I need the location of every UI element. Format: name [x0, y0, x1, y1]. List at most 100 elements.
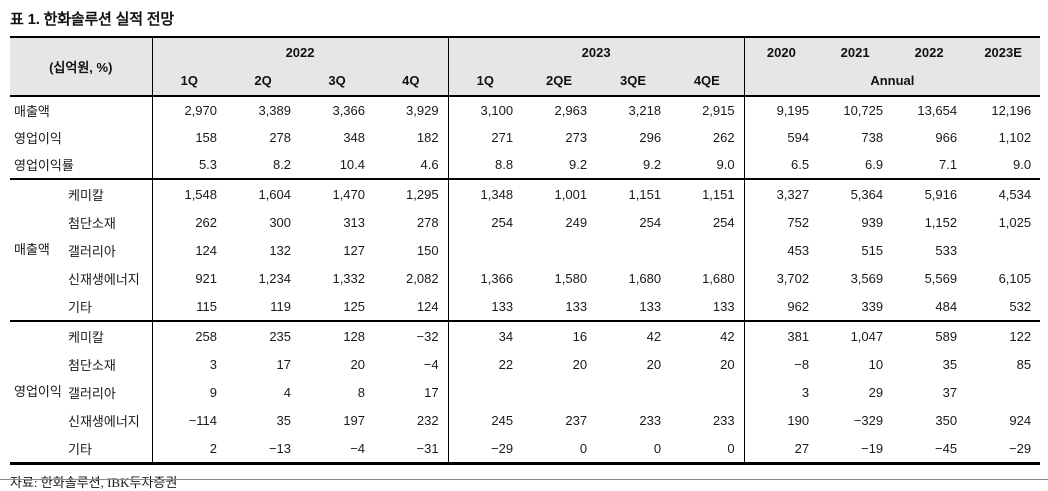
value-cell: 3,218	[628, 103, 662, 118]
value-cell: 8.2	[272, 157, 292, 172]
value-cell: 124	[151, 236, 227, 264]
quarter-header: 3Q	[300, 66, 375, 96]
value-cell: 3	[743, 378, 819, 406]
value-cell	[447, 378, 523, 406]
value-cell: −29	[447, 434, 523, 464]
value-cell: 42	[646, 328, 662, 344]
value-cell: 6.9	[865, 157, 884, 172]
value-cell: 271	[447, 124, 523, 151]
value-cell: 1,152	[924, 214, 958, 230]
segment-group-label: 영업이익	[14, 384, 62, 400]
annual-year-2022: 2022	[892, 37, 967, 66]
value-cell: 190	[743, 406, 819, 434]
table-row: 매출액 2,970 3,389 3,366 3,929 3,100 2,963 …	[10, 96, 1040, 124]
value-cell: 17	[424, 384, 439, 400]
value-cell: 1,001	[554, 186, 588, 202]
value-cell: 10.4	[339, 157, 366, 172]
value-cell: −8	[743, 350, 819, 378]
quarter-header: 4QE	[670, 66, 745, 96]
value-cell: 132	[269, 242, 292, 258]
value-cell: 939	[861, 214, 884, 230]
value-cell: 2	[151, 434, 227, 464]
value-cell	[596, 236, 670, 264]
value-cell: −329	[853, 412, 884, 428]
value-cell: 1,604	[258, 186, 292, 202]
value-cell: 1,332	[332, 270, 366, 286]
value-cell: 119	[270, 298, 292, 314]
value-cell: 158	[151, 124, 227, 151]
value-cell: 924	[1009, 412, 1032, 428]
value-cell: 262	[712, 130, 735, 145]
table-header: (십억원, %) 2022 2023 2020 2021 2022 2023E …	[10, 37, 1041, 96]
annual-year-2020: 2020	[743, 37, 819, 66]
table-row: 갤러리아 124 132 127 150 453 515 533	[10, 236, 1040, 264]
earnings-table: (십억원, %) 2022 2023 2020 2021 2022 2023E …	[10, 36, 1041, 465]
segment-row-label: 갤러리아	[68, 243, 116, 259]
quarter-header: 3QE	[596, 66, 671, 96]
value-cell: 2,915	[702, 103, 735, 118]
year-group-2023: 2023	[447, 37, 745, 66]
value-cell: 4.6	[420, 157, 439, 172]
table-row: 기타 2 −13 −4 −31 −29 0 0 0 27 −19 −45 −29	[10, 434, 1040, 464]
year-header-row: (십억원, %) 2022 2023 2020 2021 2022 2023E	[10, 37, 1041, 96]
value-cell: 127	[343, 242, 366, 258]
value-cell: 594	[743, 124, 819, 151]
value-cell: 0	[653, 440, 662, 456]
value-cell: 9,195	[743, 96, 819, 124]
value-cell: 197	[343, 412, 366, 428]
value-cell: 278	[416, 214, 439, 230]
value-cell: 232	[416, 412, 439, 428]
value-cell	[522, 378, 596, 406]
value-cell: 350	[935, 412, 958, 428]
value-cell: 5,916	[924, 186, 958, 202]
value-cell: 13,654	[917, 103, 958, 118]
value-cell: 9.0	[716, 157, 735, 172]
value-cell: 1,580	[554, 270, 588, 286]
value-cell: 3	[151, 350, 227, 378]
value-cell: 133	[447, 292, 523, 321]
value-cell: 6.5	[743, 151, 819, 179]
year-group-2022: 2022	[151, 37, 449, 66]
value-cell: 29	[868, 384, 884, 400]
table-row: 매출액 케미칼 1,548 1,604 1,470 1,295 1,348 1,…	[10, 179, 1040, 257]
value-cell: 27	[743, 434, 819, 464]
value-cell: 1,151	[702, 186, 735, 202]
value-cell: 1,366	[447, 264, 523, 292]
value-cell: 133	[565, 298, 588, 314]
value-cell: 35	[942, 356, 958, 372]
segment-row-label: 첨단소재	[68, 357, 116, 373]
segment-row-label: 기타	[68, 441, 92, 457]
value-cell: 738	[861, 130, 884, 145]
value-cell: −114	[151, 406, 227, 434]
value-cell: 3,702	[743, 264, 819, 292]
row-label: 영업이익률	[14, 158, 74, 173]
bottom-divider	[0, 479, 1048, 480]
value-cell: 133	[712, 298, 735, 314]
quarter-header: 2QE	[522, 66, 597, 96]
value-cell: 1,151	[628, 186, 662, 202]
summary-block: 매출액 2,970 3,389 3,366 3,929 3,100 2,963 …	[10, 96, 1040, 179]
value-cell: 278	[269, 130, 292, 145]
value-cell	[522, 236, 596, 264]
value-cell	[596, 378, 670, 406]
value-cell	[966, 378, 1040, 406]
value-cell: 233	[639, 412, 662, 428]
value-cell: 0	[579, 440, 588, 456]
value-cell: 12,196	[991, 103, 1032, 118]
quarter-header: 2Q	[226, 66, 301, 96]
value-cell: 9.2	[642, 157, 662, 172]
value-cell: 589	[935, 328, 958, 344]
value-cell: 5,364	[850, 186, 884, 202]
value-cell: −32	[416, 328, 439, 344]
value-cell: 5,569	[924, 270, 958, 286]
value-cell: 8	[357, 384, 366, 400]
annual-label: Annual	[743, 66, 1041, 96]
value-cell: 262	[151, 208, 227, 236]
value-cell: 233	[712, 412, 735, 428]
value-cell: 1,047	[850, 328, 884, 344]
value-cell: 0	[727, 440, 735, 456]
value-cell: 1,102	[998, 130, 1032, 145]
value-cell: 16	[572, 328, 588, 344]
value-cell: 2,970	[151, 96, 227, 124]
value-cell: 245	[447, 406, 523, 434]
